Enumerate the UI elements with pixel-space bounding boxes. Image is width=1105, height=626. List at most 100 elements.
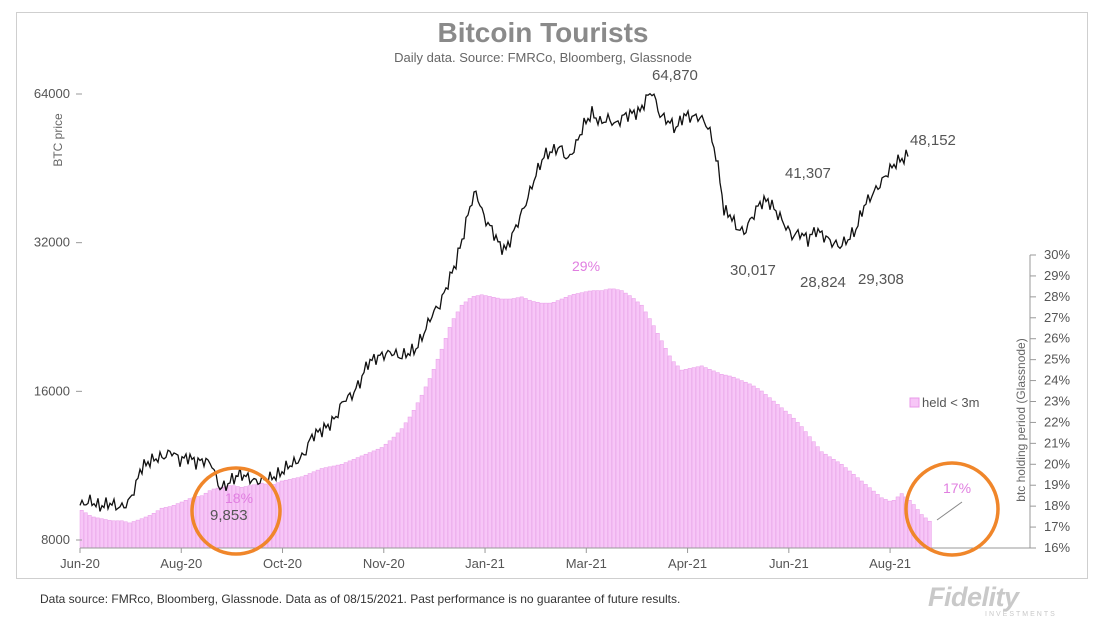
fidelity-logo-sub: INVESTMENTS xyxy=(985,611,1057,618)
legend-label: held < 3m xyxy=(922,395,979,410)
holding-bar xyxy=(447,327,452,549)
holding-bar xyxy=(291,478,296,549)
holding-bar xyxy=(551,302,556,549)
legend-swatch xyxy=(909,397,920,408)
holding-bar xyxy=(91,516,96,549)
holding-bar xyxy=(503,298,508,549)
holding-bar xyxy=(695,366,700,549)
y-right-label: btc holding period (Glassnode) xyxy=(1014,338,1028,501)
annotation-low2: 28,824 xyxy=(800,274,846,291)
holding-bar xyxy=(259,482,264,549)
holding-bar xyxy=(419,394,424,549)
y-right-tick-label: 19% xyxy=(1044,477,1070,492)
holding-bar xyxy=(135,519,140,549)
holding-bar xyxy=(859,480,864,549)
y-right-tick-label: 21% xyxy=(1044,435,1070,450)
holding-bar xyxy=(823,453,828,549)
annotation-17pct: 17% xyxy=(943,480,971,496)
holding-bar xyxy=(699,365,704,549)
holding-bar xyxy=(579,292,584,549)
holding-bar xyxy=(103,519,108,549)
holding-bar xyxy=(775,404,780,549)
holding-bar xyxy=(887,500,892,549)
holding-bar xyxy=(423,386,428,549)
holding-bar xyxy=(123,521,128,549)
holding-bar xyxy=(771,400,776,549)
x-tick-label: Jan-21 xyxy=(465,556,505,571)
price-layer xyxy=(79,92,909,512)
holding-bar xyxy=(99,518,104,549)
holding-bar xyxy=(255,483,260,549)
holding-bar xyxy=(719,374,724,549)
x-tick-label: Jun-21 xyxy=(769,556,809,571)
holding-bar xyxy=(767,397,772,549)
holding-bar xyxy=(151,513,156,549)
holding-bar xyxy=(735,378,740,549)
y-left-label: BTC price xyxy=(51,113,65,167)
holding-bar xyxy=(79,510,84,549)
holding-bar xyxy=(571,294,576,549)
x-tick-label: Aug-20 xyxy=(160,556,202,571)
holding-bar xyxy=(555,300,560,549)
holding-bar xyxy=(755,388,760,549)
holding-bar xyxy=(635,301,640,549)
holding-bar xyxy=(355,457,360,549)
holding-bar xyxy=(723,374,728,549)
holding-bar xyxy=(687,368,692,549)
holding-bar xyxy=(615,289,620,549)
holding-bar xyxy=(591,290,596,549)
holding-bar xyxy=(863,484,868,549)
holding-bar xyxy=(707,369,712,549)
holding-bar xyxy=(587,290,592,549)
holding-bar xyxy=(391,436,396,549)
holding-bar xyxy=(747,383,752,549)
holding-bar xyxy=(783,410,788,549)
y-right-tick-label: 23% xyxy=(1044,394,1070,409)
holding-bar xyxy=(791,417,796,549)
holding-bar xyxy=(923,517,928,549)
holding-bar xyxy=(159,507,164,549)
holding-bar xyxy=(927,520,932,549)
annotation-may: 41,307 xyxy=(785,165,831,182)
holding-bar xyxy=(515,297,520,549)
holding-bar xyxy=(339,464,344,549)
holding-bar xyxy=(463,301,468,549)
holding-bar xyxy=(507,298,512,549)
holding-bar xyxy=(599,290,604,549)
fidelity-logo: Fidelity xyxy=(928,582,1019,612)
holding-bar xyxy=(539,302,544,549)
x-tick-label: Apr-21 xyxy=(668,556,707,571)
holding-bar xyxy=(183,500,188,549)
y-left-tick-label: 8000 xyxy=(41,532,70,547)
holding-bar xyxy=(875,494,880,549)
x-tick-label: Jun-20 xyxy=(60,556,100,571)
holding-bar xyxy=(575,293,580,549)
annotation-17pct-leader xyxy=(936,501,963,521)
holding-bar xyxy=(675,365,680,549)
holding-bar xyxy=(127,522,132,549)
holding-bar xyxy=(835,461,840,549)
holding-bar xyxy=(743,381,748,549)
chart-subtitle: Daily data. Source: FMRCo, Bloomberg, Gl… xyxy=(394,50,692,65)
holding-bar xyxy=(795,422,800,549)
y-right-tick-label: 28% xyxy=(1044,289,1070,304)
holding-bar xyxy=(439,348,444,549)
holding-bar xyxy=(583,291,588,549)
annotation-low3: 29,308 xyxy=(858,271,904,288)
holding-bar xyxy=(867,487,872,549)
y-right-tick-label: 30% xyxy=(1044,247,1070,262)
holding-bar xyxy=(647,318,652,549)
y-left-tick-label: 64000 xyxy=(34,86,70,101)
holding-bar xyxy=(443,338,448,549)
holding-bar xyxy=(511,298,516,549)
holding-bar xyxy=(627,295,632,549)
holding-bar xyxy=(751,385,756,549)
holding-bar xyxy=(475,295,480,549)
holding-bar xyxy=(667,355,672,549)
holding-bar xyxy=(631,298,636,549)
holding-bar xyxy=(839,464,844,549)
holding-bar xyxy=(491,297,496,549)
holding-bar xyxy=(519,296,524,549)
highlight-circle-right xyxy=(904,461,1000,557)
btc-price-line xyxy=(79,92,909,512)
